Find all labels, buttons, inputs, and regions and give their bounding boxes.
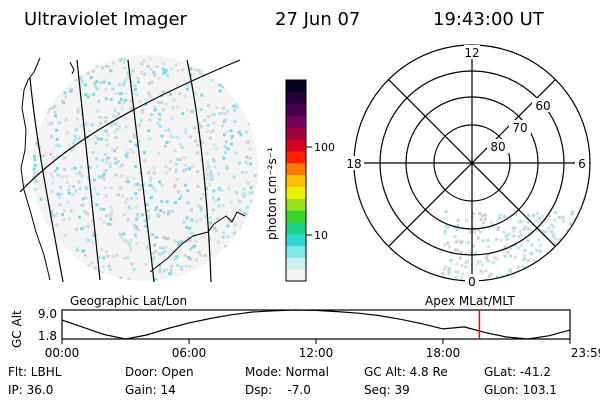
x-tick-label: 12:00: [299, 346, 334, 360]
colorbar-block: [286, 162, 306, 176]
colorbar-block: [286, 269, 306, 282]
label-bg: [344, 156, 364, 170]
coastline-path: [69, 61, 75, 75]
colorbar-block: [286, 80, 306, 93]
colorbar-block: [286, 150, 306, 164]
meridian-line: [186, 59, 212, 283]
colorbar-block: [286, 103, 306, 117]
latitude-line: [19, 59, 241, 193]
mlt-label-18: 18: [346, 157, 361, 171]
apex-label: Apex MLat/MLT: [425, 294, 515, 308]
x-tick-label: 06:00: [172, 346, 207, 360]
coastline-path: [149, 211, 246, 273]
mlt-spoke: [388, 79, 556, 247]
colorbar-block: [286, 257, 306, 270]
image-disk: [32, 55, 258, 281]
colorbar-block: [286, 127, 306, 140]
geographic-image: [19, 55, 258, 283]
x-tick-label: 18:00: [426, 346, 461, 360]
altitude-series-line: [61, 309, 571, 340]
label-bg: [575, 156, 589, 170]
colorbar: 100 10 photon cm⁻²s⁻¹: [265, 79, 335, 282]
colorbar-block: [286, 198, 306, 211]
colorbar-block: [286, 221, 306, 235]
colorbar-block: [286, 186, 306, 199]
x-tick-label: 23:59: [571, 346, 600, 360]
glat-status: GLat: -41.2: [484, 365, 551, 379]
filter-status: Flt: LBHL: [8, 365, 62, 379]
mlt-label-0: 0: [468, 275, 476, 289]
meridian-line: [127, 59, 155, 283]
coastline: [20, 57, 246, 281]
mlt-label-12: 12: [464, 46, 479, 60]
coordinate-grid: [19, 59, 241, 283]
instrument-title: Ultraviolet Imager: [24, 9, 188, 30]
colorbar-block: [286, 245, 306, 258]
colorbar-tick-label: 10: [314, 229, 328, 242]
x-ticks: 00:00 06:00 12:00 18:00 23:59: [45, 339, 600, 360]
date-label: 27 Jun 07: [275, 9, 360, 30]
meridian-line: [76, 59, 101, 281]
colorbar-block: [286, 210, 306, 223]
y-tick-label: 9.0: [38, 307, 57, 321]
coastline-path: [20, 57, 51, 281]
x-tick-label: 00:00: [45, 346, 80, 360]
gc-alt-status: GC Alt: 4.8 Re: [364, 365, 448, 379]
colorbar-block: [286, 139, 306, 152]
y-tick-label: 1.8: [38, 329, 57, 343]
label-bg: [487, 139, 509, 153]
ip-status: IP: 36.0: [8, 383, 53, 397]
colorbar-unit-label: photon cm⁻²s⁻¹: [265, 147, 279, 240]
lat-label-70: 70: [512, 121, 527, 135]
colorbar-block: [286, 233, 306, 247]
colorbar-scale: [286, 80, 306, 282]
polar-emission-speckle: [441, 210, 583, 281]
door-status: Door: Open: [125, 365, 194, 379]
status-footer: Flt: LBHL IP: 36.0 Door: Open Gain: 14 M…: [8, 365, 557, 397]
altitude-chart: GC Alt 9.0 1.8 00:00 06:00 12:00 18:00 23:59: [10, 307, 600, 360]
colorbar-tick-label: 100: [314, 141, 335, 154]
mlt-spokes: [354, 45, 590, 281]
lat-label-80: 80: [490, 140, 505, 154]
label-bg: [464, 45, 480, 59]
colorbar-block: [286, 115, 306, 128]
geographic-label: Geographic Lat/Lon: [70, 294, 187, 308]
colorbar-block: [286, 174, 306, 188]
glon-status: GLon: 103.1: [484, 383, 557, 397]
polar-plot: 12 18 6 0 60 70 80: [344, 44, 591, 289]
label-bg: [532, 98, 554, 112]
seq-status: Seq: 39: [364, 383, 410, 397]
altitude-axis-label: GC Alt: [10, 310, 24, 348]
colorbar-block: [286, 91, 306, 105]
gain-status: Gain: 14: [125, 383, 176, 397]
label-bg: [465, 274, 479, 288]
dsp-status: Dsp: -7.0: [245, 383, 311, 397]
mode-status: Mode: Normal: [245, 365, 329, 379]
lat-label-60: 60: [535, 99, 550, 113]
label-bg: [509, 120, 531, 134]
mlt-label-6: 6: [578, 157, 586, 171]
meridian-line: [29, 77, 64, 283]
time-label: 19:43:00 UT: [433, 9, 545, 30]
colorbar-frame: [285, 79, 307, 282]
